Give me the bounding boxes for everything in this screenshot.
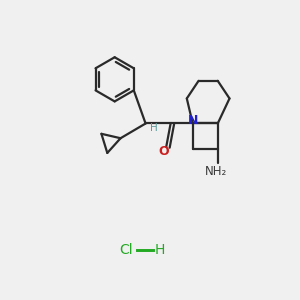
- Text: H: H: [155, 243, 166, 257]
- Text: H: H: [150, 123, 158, 133]
- Text: N: N: [188, 114, 198, 127]
- Text: NH₂: NH₂: [205, 165, 227, 178]
- Text: O: O: [158, 145, 169, 158]
- Text: Cl: Cl: [120, 243, 133, 257]
